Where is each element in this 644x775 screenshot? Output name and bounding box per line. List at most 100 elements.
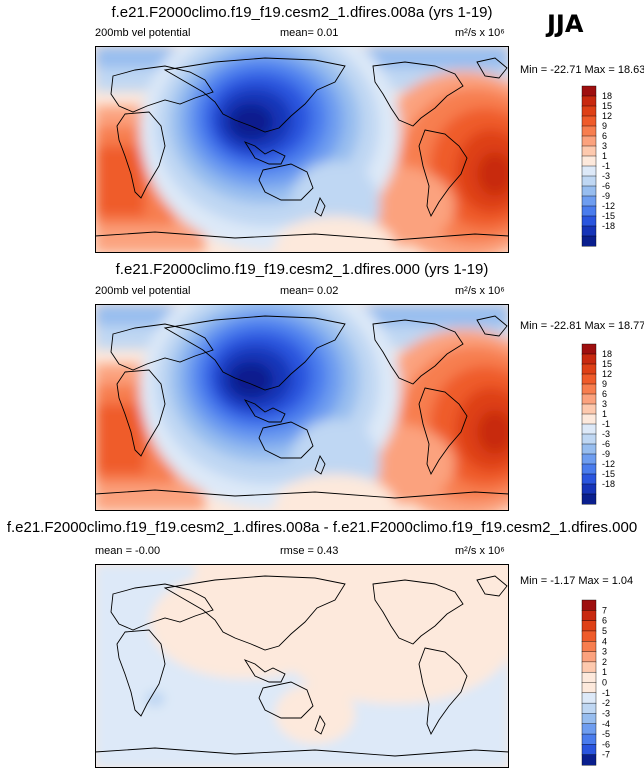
colorbar-swatch bbox=[581, 443, 597, 455]
colorbar-swatch bbox=[581, 692, 597, 704]
colorbar-swatch bbox=[581, 115, 597, 127]
colorbar-tick-label: -3 bbox=[602, 171, 610, 181]
colorbar-tick-label: 9 bbox=[602, 121, 607, 131]
colorbar-swatch bbox=[581, 215, 597, 227]
colorbar-tick-label: 1 bbox=[602, 667, 607, 677]
colorbar-tick-label: -5 bbox=[602, 729, 610, 739]
colorbar-tick-label: -3 bbox=[602, 708, 610, 718]
colorbar-tick-label: 18 bbox=[602, 91, 612, 101]
colorbar-swatch bbox=[581, 610, 597, 622]
colorbar-swatch bbox=[581, 225, 597, 237]
colorbar-swatch bbox=[581, 85, 597, 97]
colorbar-swatch bbox=[581, 235, 597, 247]
panel-1-variable-label: 200mb vel potential bbox=[95, 27, 191, 39]
colorbar-swatch bbox=[581, 473, 597, 485]
panel-3-units: m²/s x 10⁶ bbox=[455, 545, 505, 557]
colorbar-tick-label: 3 bbox=[602, 647, 607, 657]
colorbar-tick-label: -18 bbox=[602, 479, 615, 489]
colorbar-swatch bbox=[581, 661, 597, 673]
colorbar-tick-label: 3 bbox=[602, 399, 607, 409]
colorbar-swatch bbox=[581, 723, 597, 735]
colorbar-tick-label: -15 bbox=[602, 469, 615, 479]
colorbar-swatch bbox=[581, 195, 597, 207]
colorbar-swatch bbox=[581, 165, 597, 177]
colorbar-swatch bbox=[581, 403, 597, 415]
colorbar-tick-label: -6 bbox=[602, 439, 610, 449]
colorbar-tick-label: 18 bbox=[602, 349, 612, 359]
colorbar-swatch bbox=[581, 95, 597, 107]
colorbar-tick-label: -18 bbox=[602, 221, 615, 231]
colorbar-swatch bbox=[581, 105, 597, 117]
panel-1-minmax: Min = -22.71 Max = 18.63 bbox=[520, 64, 644, 76]
colorbar-tick-label: 5 bbox=[602, 626, 607, 636]
colorbar-swatch bbox=[581, 744, 597, 756]
colorbar-swatch bbox=[581, 423, 597, 435]
colorbar-swatch bbox=[581, 383, 597, 395]
colorbar-swatch bbox=[581, 363, 597, 375]
colorbar-swatch bbox=[581, 413, 597, 425]
panel-1-map bbox=[95, 46, 509, 253]
panel-2-mean-label: mean= 0.02 bbox=[280, 285, 339, 297]
colorbar-tick-label: 15 bbox=[602, 101, 612, 111]
colorbar-tick-label: -9 bbox=[602, 191, 610, 201]
colorbar-swatch bbox=[581, 393, 597, 405]
colorbar-tick-label: 12 bbox=[602, 369, 612, 379]
colorbar-swatch bbox=[581, 620, 597, 632]
panel-2-map bbox=[95, 304, 509, 511]
colorbar-tick-label: 12 bbox=[602, 111, 612, 121]
colorbar-swatch bbox=[581, 433, 597, 445]
colorbar-tick-label: -1 bbox=[602, 419, 610, 429]
colorbar-tick-label: -2 bbox=[602, 698, 610, 708]
colorbar-tick-label: 6 bbox=[602, 131, 607, 141]
season-label: JJA bbox=[547, 10, 584, 38]
colorbar-swatch bbox=[581, 671, 597, 684]
colorbar-tick-label: 6 bbox=[602, 389, 607, 399]
colorbar-tick-label: 1 bbox=[602, 151, 607, 161]
colorbar-tick-label: -12 bbox=[602, 201, 615, 211]
colorbar-swatch bbox=[581, 453, 597, 465]
panel-1-units: m²/s x 10⁶ bbox=[455, 27, 505, 39]
colorbar-swatch bbox=[581, 155, 597, 167]
colorbar-tick-label: -9 bbox=[602, 449, 610, 459]
colorbar-swatch bbox=[581, 733, 597, 745]
panel-3-title: f.e21.F2000climo.f19_f19.cesm2_1.dfires.… bbox=[6, 519, 638, 536]
panel-2-units: m²/s x 10⁶ bbox=[455, 285, 505, 297]
colorbar-tick-label: 0 bbox=[602, 678, 607, 688]
panel-2-title: f.e21.F2000climo.f19_f19.cesm2_1.dfires.… bbox=[115, 261, 489, 278]
colorbar-swatch bbox=[581, 651, 597, 663]
colorbar-swatch bbox=[581, 599, 597, 611]
colorbar-swatch bbox=[581, 373, 597, 385]
colorbar-swatch bbox=[581, 483, 597, 495]
panel-3-map bbox=[95, 564, 509, 768]
colorbar-swatch bbox=[581, 135, 597, 147]
panel-1-title: f.e21.F2000climo.f19_f19.cesm2_1.dfires.… bbox=[111, 4, 493, 21]
panel-1-mean-label: mean= 0.01 bbox=[280, 27, 339, 39]
colorbar-swatch bbox=[581, 353, 597, 365]
colorbar-tick-label: -12 bbox=[602, 459, 615, 469]
colorbar-tick-label: -15 bbox=[602, 211, 615, 221]
colorbar-tick-label: -3 bbox=[602, 429, 610, 439]
panel-3-rmse-label: rmse = 0.43 bbox=[280, 545, 339, 557]
colorbar-swatch bbox=[581, 641, 597, 653]
colorbar-tick-label: -1 bbox=[602, 688, 610, 698]
colorbar-swatch bbox=[581, 125, 597, 137]
colorbar-swatch bbox=[581, 463, 597, 475]
panel-3-mean-label: mean = -0.00 bbox=[95, 545, 161, 557]
colorbar-swatch bbox=[581, 702, 597, 714]
colorbar-swatch bbox=[581, 185, 597, 197]
colorbar-swatch bbox=[581, 682, 597, 694]
colorbar-tick-label: -7 bbox=[602, 750, 610, 760]
colorbar-swatch bbox=[581, 713, 597, 725]
panel-2-minmax: Min = -22.81 Max = 18.77 bbox=[520, 320, 644, 332]
colorbar-tick-label: 15 bbox=[602, 359, 612, 369]
colorbar-tick-label: 1 bbox=[602, 409, 607, 419]
colorbar-swatch bbox=[581, 175, 597, 187]
colorbar-tick-label: -6 bbox=[602, 181, 610, 191]
colorbar-swatch bbox=[581, 754, 597, 766]
colorbar-swatch bbox=[581, 493, 597, 505]
colorbar-tick-label: 7 bbox=[602, 605, 607, 615]
colorbar-tick-label: 9 bbox=[602, 379, 607, 389]
colorbar-swatch bbox=[581, 343, 597, 355]
